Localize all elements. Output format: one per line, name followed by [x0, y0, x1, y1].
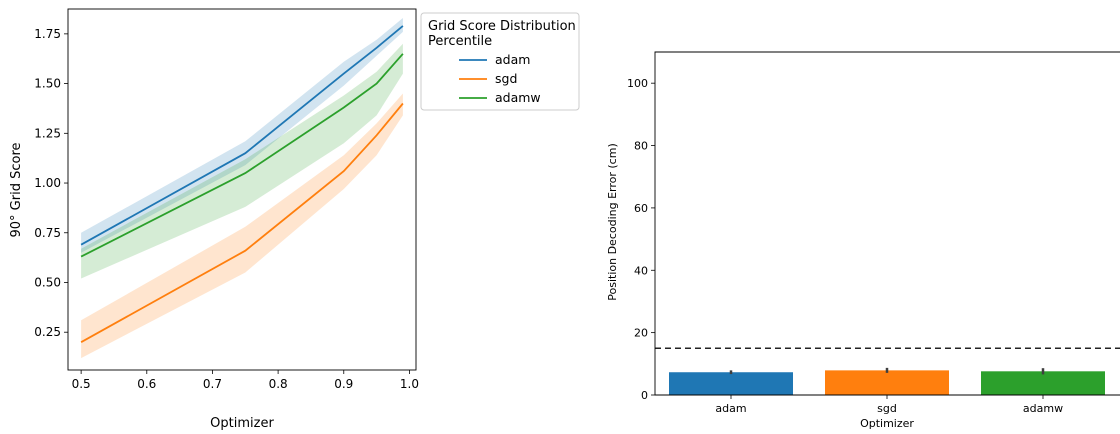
x-axis-label: Optimizer [210, 416, 274, 431]
plot-frame [67, 8, 417, 371]
y-tick-label: 1.00 [34, 176, 61, 190]
y-tick-label: 0 [641, 389, 648, 402]
y-tick-label: 100 [627, 77, 648, 90]
y-tick-label: 20 [634, 327, 648, 340]
bar-adam [669, 372, 793, 395]
legend-label-adam: adam [495, 52, 530, 67]
bar-sgd [825, 370, 949, 395]
position-error-bar-chart: adam sgd adamw 0 20 40 60 80 100 Optimizer Posi… [606, 51, 1120, 430]
y-ticks: 0.25 0.50 0.75 1.00 1.25 1.50 1.75 [34, 27, 68, 339]
y-ticks: 0 20 40 60 80 100 [627, 77, 655, 402]
x-tick-label: 0.8 [269, 377, 288, 391]
line-adamw [80, 53, 404, 258]
x-tick-label: 1.0 [400, 377, 419, 391]
y-tick-label: 80 [634, 140, 648, 153]
x-tick-label: 0.5 [72, 377, 91, 391]
y-axis-label: 90° Grid Score [9, 142, 24, 237]
series-lines [80, 25, 404, 343]
x-tick-label: 0.7 [203, 377, 222, 391]
x-tick-label: 0.6 [137, 377, 156, 391]
line-adam [80, 25, 404, 246]
band-adam [81, 18, 403, 253]
x-tick-label: adam [715, 402, 746, 415]
y-tick-label: 1.25 [34, 126, 61, 140]
legend-title: Grid Score Distribution Percentile [428, 19, 576, 49]
y-tick-label: 0.50 [34, 275, 61, 289]
error-bars [729, 367, 1045, 375]
line-sgd [80, 102, 404, 343]
band-sgd [81, 93, 403, 359]
x-tick-label: 0.9 [334, 377, 353, 391]
legend-frame [420, 12, 580, 111]
legend-label-sgd: sgd [495, 71, 517, 86]
legend: Grid Score Distribution Percentile adam sg… [420, 12, 580, 111]
bar-adamw [981, 371, 1105, 395]
confidence-bands [81, 18, 403, 359]
y-tick-label: 0.75 [34, 226, 61, 240]
band-adamw [81, 43, 403, 279]
x-ticks: adam sgd adamw [715, 395, 1063, 415]
y-tick-label: 1.75 [34, 27, 61, 41]
x-tick-label: sgd [877, 402, 897, 415]
x-axis-label: Optimizer [860, 417, 914, 430]
legend-label-adamw: adamw [495, 90, 541, 105]
grid-score-line-chart: 0.5 0.6 0.7 0.8 0.9 1.0 0.25 0.50 0.75 1.00 1.25 1… [9, 8, 580, 431]
legend-entries: adam sgd adamw [459, 52, 541, 105]
y-tick-label: 0.25 [34, 325, 61, 339]
x-ticks: 0.5 0.6 0.7 0.8 0.9 1.0 [72, 370, 419, 391]
y-tick-label: 1.50 [34, 77, 61, 91]
x-tick-label: adamw [1023, 402, 1063, 415]
y-tick-label: 40 [634, 264, 648, 277]
y-tick-label: 60 [634, 202, 648, 215]
bars [669, 370, 1105, 395]
plot-frame [654, 51, 1120, 396]
y-axis-label: Position Decoding Error (cm) [606, 143, 619, 301]
